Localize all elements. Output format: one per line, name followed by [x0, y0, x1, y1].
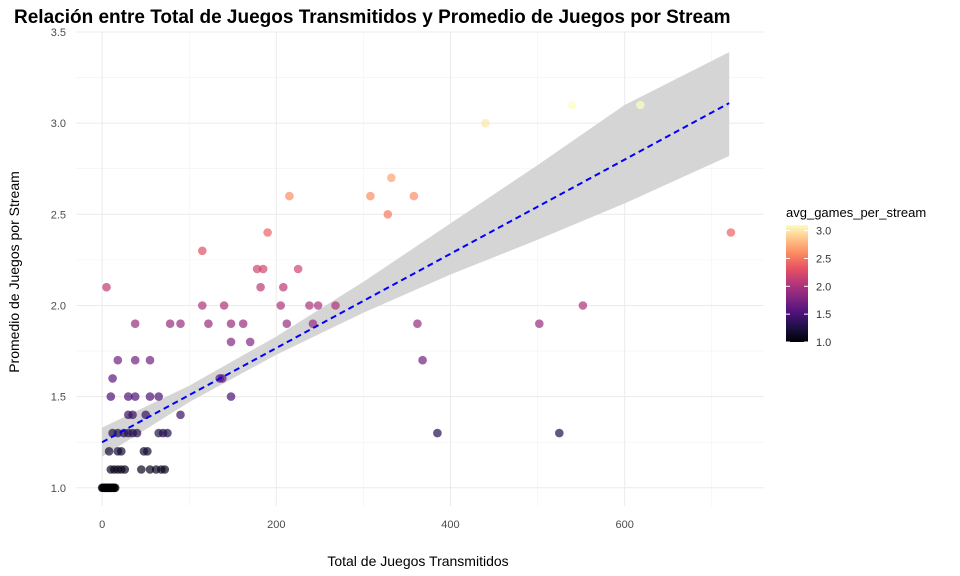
- data-point: [305, 301, 314, 310]
- data-point: [124, 392, 133, 401]
- data-point: [145, 392, 155, 401]
- data-point: [176, 410, 185, 420]
- data-points: [97, 100, 736, 493]
- data-point: [555, 428, 564, 438]
- data-point: [313, 301, 323, 310]
- data-point: [726, 228, 736, 237]
- data-point: [204, 319, 213, 329]
- legend-colorbar: [786, 225, 808, 342]
- y-tick-label: 3.0: [51, 118, 66, 130]
- data-point: [110, 483, 120, 493]
- data-point: [104, 447, 114, 456]
- x-axis-title: Total de Juegos Transmitidos: [327, 553, 508, 569]
- data-point: [145, 355, 155, 365]
- data-point: [130, 392, 140, 401]
- data-point: [409, 191, 419, 201]
- legend-tick-label: 1.5: [816, 309, 831, 321]
- data-point: [143, 447, 152, 456]
- trend-line-path: [101, 102, 730, 444]
- trend-line: [101, 102, 730, 444]
- data-point: [293, 264, 303, 274]
- legend-tick-label: 1.0: [816, 337, 831, 349]
- y-tick-label: 2.0: [51, 300, 66, 312]
- legend-tick-label: 2.0: [816, 281, 831, 293]
- data-point: [331, 301, 340, 310]
- data-point: [383, 210, 393, 219]
- legend-tick-label: 3.0: [816, 226, 831, 238]
- data-point: [218, 374, 227, 383]
- data-point: [285, 191, 294, 201]
- data-point: [252, 264, 262, 274]
- legend-title: avg_games_per_stream: [786, 205, 926, 220]
- y-tick-label: 3.5: [51, 27, 66, 39]
- data-point: [245, 337, 255, 347]
- data-point: [154, 392, 163, 401]
- grid: [76, 31, 764, 506]
- data-point: [130, 355, 140, 365]
- data-point: [102, 282, 111, 292]
- data-point: [535, 319, 544, 329]
- confidence-band-area: [102, 52, 730, 457]
- y-tick-label: 2.5: [51, 209, 66, 221]
- x-axis-ticks: 0 200 400 600: [99, 519, 634, 531]
- x-tick-label: 200: [267, 519, 285, 531]
- data-point: [279, 282, 288, 292]
- data-point: [433, 428, 442, 438]
- data-point: [219, 301, 229, 310]
- data-point: [276, 301, 286, 310]
- data-point: [481, 118, 490, 128]
- data-point: [366, 191, 375, 201]
- data-point: [238, 319, 248, 329]
- y-tick-label: 1.5: [51, 392, 66, 404]
- data-point: [130, 319, 140, 329]
- legend-ticks: 1.0 1.5 2.0 2.5 3.0: [786, 226, 831, 349]
- data-point: [258, 264, 268, 274]
- data-point: [198, 301, 207, 310]
- x-tick-label: 0: [99, 519, 105, 531]
- data-point: [145, 465, 155, 474]
- data-point: [137, 465, 146, 474]
- data-point: [578, 301, 588, 310]
- data-point: [226, 392, 236, 401]
- chart-title: Relación entre Total de Juegos Transmiti…: [14, 7, 731, 28]
- confidence-band: [102, 52, 730, 457]
- data-point: [108, 374, 117, 383]
- data-point: [226, 337, 236, 347]
- x-tick-label: 600: [615, 519, 633, 531]
- data-point: [132, 428, 142, 438]
- data-point: [308, 319, 318, 329]
- data-point: [413, 319, 422, 329]
- data-point: [256, 282, 265, 292]
- data-point: [636, 100, 645, 110]
- x-tick-label: 400: [441, 519, 459, 531]
- data-point: [165, 319, 175, 329]
- data-point: [176, 319, 185, 329]
- data-point: [263, 228, 272, 237]
- y-axis-ticks: 1.0 1.5 2.0 2.5 3.0 3.5: [51, 27, 66, 495]
- data-point: [120, 465, 130, 474]
- y-tick-label: 1.0: [51, 483, 66, 495]
- data-point: [113, 355, 123, 365]
- data-point: [418, 355, 427, 365]
- data-point: [226, 319, 236, 329]
- data-point: [282, 319, 292, 329]
- data-point: [160, 465, 170, 474]
- data-point: [117, 447, 126, 456]
- data-point: [568, 100, 577, 110]
- data-point: [198, 246, 207, 256]
- legend-tick-label: 2.5: [816, 253, 831, 265]
- data-point: [387, 173, 396, 183]
- data-point: [163, 428, 172, 438]
- data-point: [106, 392, 116, 401]
- color-legend: avg_games_per_stream 1.0 1.5 2.0 2.5 3.0: [786, 205, 926, 349]
- data-point: [128, 410, 137, 420]
- y-axis-title: Promedio de Juegos por Stream: [6, 171, 22, 373]
